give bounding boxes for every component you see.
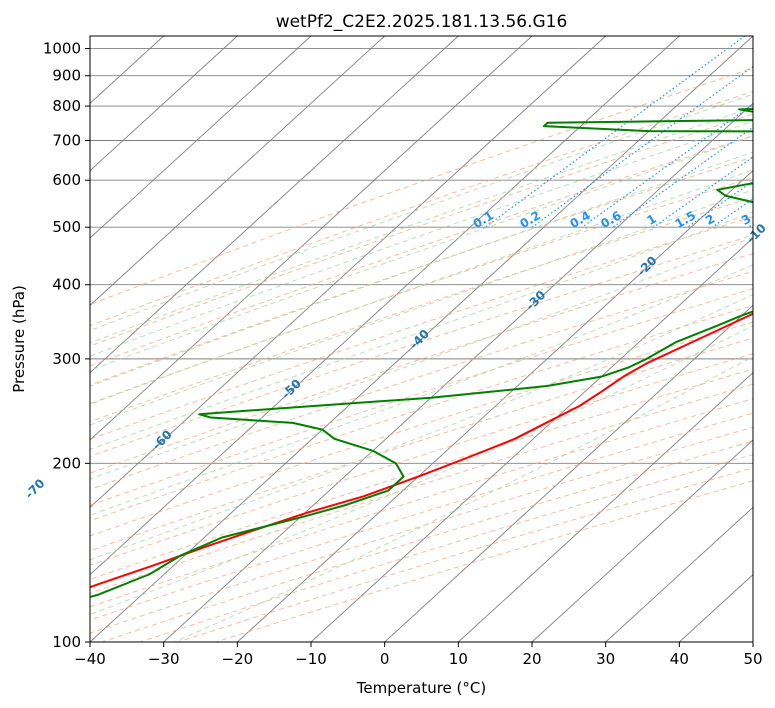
x-axis-title: Temperature (°C)	[356, 679, 486, 697]
plot-area	[90, 36, 753, 642]
moist-adiabat	[174, 356, 753, 642]
y-tick-label: 800	[52, 97, 81, 115]
y-tick-label: 100	[52, 633, 81, 651]
mixing-ratio-line	[484, 36, 746, 228]
isotherm-gridline	[384, 304, 753, 642]
y-tick-label: 400	[52, 276, 81, 294]
moist-adiabat	[90, 151, 753, 387]
isotherm-gridline	[90, 36, 385, 306]
isotherm-gridline	[531, 439, 753, 642]
x-tick-label: −20	[222, 650, 254, 668]
x-tick-label: 20	[522, 650, 541, 668]
x-tick-label: −30	[148, 650, 180, 668]
x-tick-label: 50	[743, 650, 762, 668]
isotherm-gridline	[90, 36, 753, 642]
dry-adiabat	[90, 196, 753, 423]
x-tick-label: 30	[596, 650, 615, 668]
dry-adiabat	[90, 67, 753, 306]
dry-adiabat	[90, 383, 753, 594]
y-tick-label: 200	[52, 454, 81, 472]
moist-adiabat	[90, 211, 753, 451]
dry-adiabat	[90, 252, 753, 474]
isotherm-gridline	[90, 36, 312, 239]
plot-frame	[89, 35, 754, 643]
y-tick-label: 1000	[43, 40, 81, 58]
x-tick-label: −10	[295, 650, 327, 668]
y-tick-label: 500	[52, 218, 81, 236]
x-tick-label: 0	[380, 650, 390, 668]
temperature-trace	[90, 312, 753, 589]
dry-adiabat	[90, 234, 753, 458]
isotherm-gridline	[90, 36, 533, 441]
isotherm-gridline	[237, 170, 753, 642]
dewpoint-trace	[90, 107, 753, 599]
dry-adiabat	[90, 337, 753, 552]
x-tick-label: 40	[670, 650, 689, 668]
y-axis-title: Pressure (hPa)	[10, 285, 28, 393]
isotherm-gridline	[605, 506, 753, 642]
y-tick-label: 900	[52, 67, 81, 85]
axes: −40 −30 −20 −10 0 10 20 30 40 50 1000 900 800 700 600 5…	[43, 40, 763, 668]
chart-title: wetPf2_C2E2.2025.181.13.56.G16	[276, 12, 568, 32]
x-tick-label: 10	[449, 650, 468, 668]
y-tick-label: 700	[52, 131, 81, 149]
isotherm-gridline	[163, 102, 753, 642]
dry-adiabat	[90, 288, 753, 506]
isotherm-gridline	[90, 36, 606, 508]
isotherm-gridline	[90, 36, 238, 172]
moist-adiabat	[90, 120, 753, 357]
moist-adiabat	[90, 189, 753, 426]
isotherm-gridline	[90, 36, 680, 576]
isotherm-gridline	[458, 372, 753, 642]
isotherm-gridline	[90, 36, 459, 374]
dry-adiabat	[90, 135, 753, 367]
dry-adiabat	[90, 113, 753, 347]
y-tick-label: 600	[52, 171, 81, 189]
moist-adiabat	[90, 236, 753, 480]
y-tick-label: 300	[52, 350, 81, 368]
x-tick-label: −40	[74, 650, 106, 668]
mixing-ratio-line	[531, 65, 753, 228]
